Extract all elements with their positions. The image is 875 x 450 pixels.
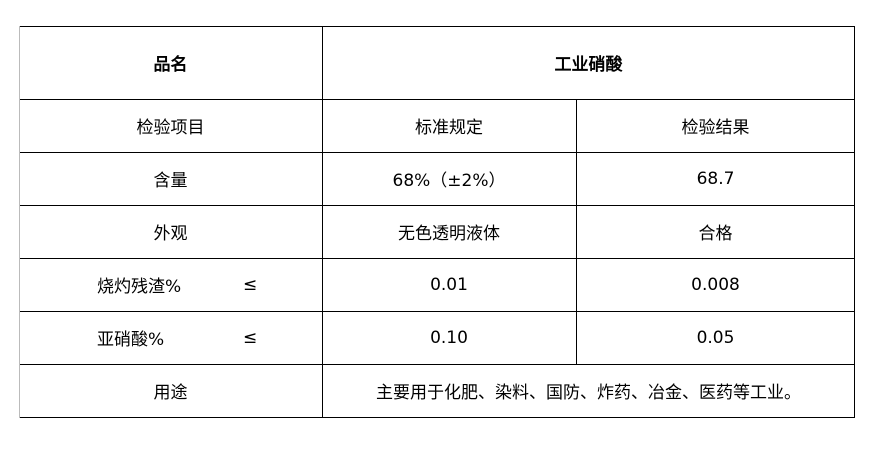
name-label: 品名 — [153, 55, 188, 75]
row-item: 含量 — [153, 171, 188, 191]
row-standard: 68%（±2%） — [392, 171, 506, 191]
row-item: 外观 — [153, 224, 188, 244]
less-equal-symbol: ≤ — [243, 274, 258, 295]
row-item: 亚硝酸% — [97, 330, 165, 350]
column-header-item: 检验项目 — [136, 118, 205, 138]
row-result: 0.008 — [691, 274, 740, 295]
row-standard: 0.10 — [430, 327, 468, 348]
column-header-standard: 标准规定 — [415, 118, 483, 138]
less-equal-symbol: ≤ — [243, 327, 258, 348]
row-result: 68.7 — [696, 168, 735, 189]
row-result: 0.05 — [696, 327, 735, 348]
row-standard: 无色透明液体 — [398, 224, 500, 244]
row-item: 烧灼残渣% — [97, 277, 182, 297]
row-result: 合格 — [698, 224, 733, 244]
product-name: 工业硝酸 — [554, 55, 623, 75]
usage-text: 主要用于化肥、染料、国防、炸药、冶金、医药等工业。 — [376, 383, 801, 403]
column-header-result: 检验结果 — [681, 118, 750, 138]
usage-label: 用途 — [153, 383, 188, 403]
row-standard: 0.01 — [430, 274, 468, 295]
